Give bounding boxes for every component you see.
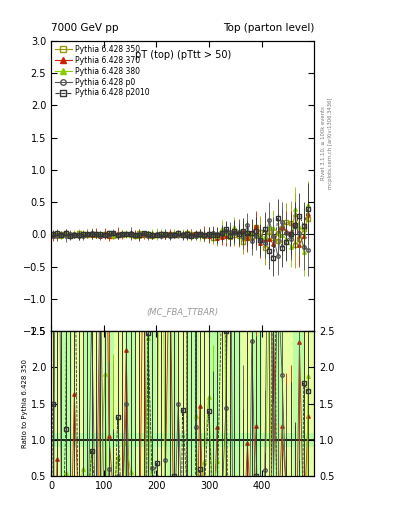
Text: Rivet 3.1.10, ≥ 100k events: Rivet 3.1.10, ≥ 100k events bbox=[320, 106, 325, 180]
Bar bbox=[104, 331, 114, 476]
Text: 7000 GeV pp: 7000 GeV pp bbox=[51, 23, 119, 33]
Bar bbox=[72, 331, 83, 476]
Bar bbox=[93, 331, 104, 476]
Text: (MC_FBA_TTBAR): (MC_FBA_TTBAR) bbox=[147, 308, 219, 316]
Bar bbox=[293, 331, 304, 476]
Bar bbox=[83, 331, 93, 476]
Bar bbox=[51, 433, 314, 447]
Legend: Pythia 6.428 350, Pythia 6.428 370, Pythia 6.428 380, Pythia 6.428 p0, Pythia 6.: Pythia 6.428 350, Pythia 6.428 370, Pyth… bbox=[53, 43, 151, 99]
Text: Top (parton level): Top (parton level) bbox=[223, 23, 314, 33]
Bar bbox=[62, 331, 72, 476]
Bar bbox=[125, 331, 135, 476]
Bar bbox=[178, 331, 188, 476]
Bar bbox=[198, 331, 209, 476]
Bar bbox=[188, 331, 198, 476]
Bar bbox=[209, 331, 220, 476]
Bar bbox=[51, 331, 62, 476]
Bar bbox=[230, 331, 241, 476]
Bar bbox=[241, 331, 251, 476]
Bar bbox=[146, 331, 156, 476]
Text: pT (top) (pTtt > 50): pT (top) (pTtt > 50) bbox=[135, 50, 231, 60]
Bar bbox=[135, 331, 146, 476]
Bar bbox=[220, 331, 230, 476]
Y-axis label: Ratio to Pythia 6.428 350: Ratio to Pythia 6.428 350 bbox=[22, 359, 28, 448]
Bar bbox=[283, 331, 293, 476]
Bar bbox=[251, 331, 262, 476]
Bar bbox=[156, 331, 167, 476]
Bar bbox=[114, 331, 125, 476]
Bar bbox=[304, 331, 314, 476]
Bar bbox=[167, 331, 178, 476]
Text: mcplots.cern.ch [arXiv:1306.3436]: mcplots.cern.ch [arXiv:1306.3436] bbox=[328, 98, 333, 189]
Bar bbox=[272, 331, 283, 476]
Bar bbox=[262, 331, 272, 476]
